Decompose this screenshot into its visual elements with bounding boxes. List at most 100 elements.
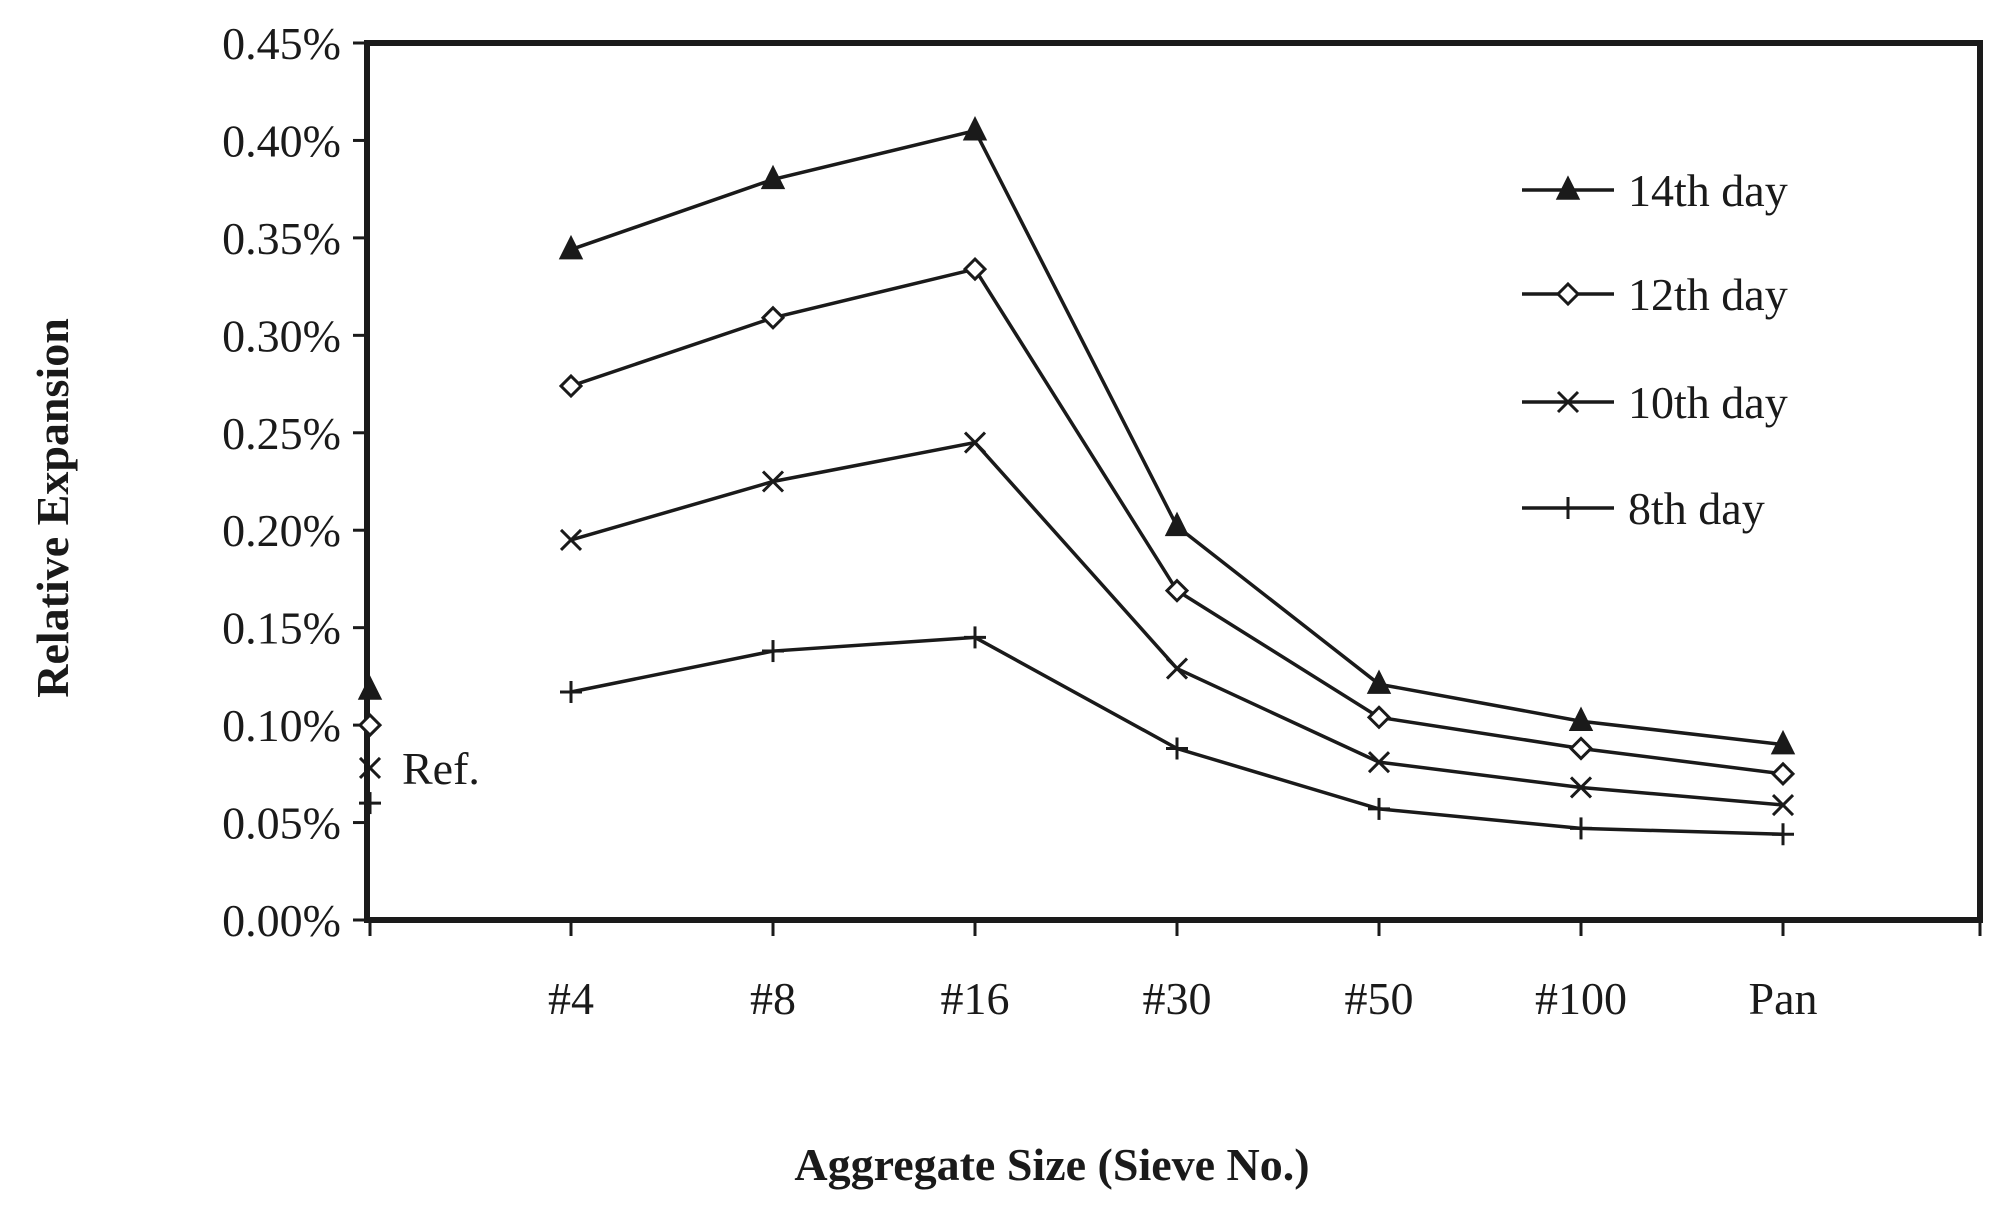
series-layer bbox=[558, 116, 1796, 846]
x-tick-label: #50 bbox=[1345, 973, 1414, 1024]
x-tick-label: #100 bbox=[1535, 973, 1627, 1024]
reference-layer: Ref. bbox=[357, 675, 480, 815]
legend-item: 8th day bbox=[1522, 483, 1765, 534]
y-tick-label: 0.45% bbox=[222, 18, 341, 69]
data-point bbox=[560, 680, 582, 703]
y-axis: 0.00% 0.05% 0.10% 0.15% 0.20% 0.25% 0.30% 0.35%… bbox=[222, 18, 367, 946]
triangle-marker bbox=[1568, 706, 1594, 731]
x-marker-stroke bbox=[963, 431, 987, 454]
diamond-marker bbox=[558, 373, 584, 399]
y-tick-label: 0.35% bbox=[222, 213, 341, 264]
data-point bbox=[1164, 578, 1190, 603]
series-8th-day bbox=[560, 626, 1794, 846]
x-marker-stroke bbox=[559, 528, 583, 552]
triangle-marker bbox=[1770, 729, 1796, 755]
y-tick-label: 0.00% bbox=[222, 895, 341, 946]
reference-label: Ref. bbox=[402, 743, 480, 794]
legend-label: 8th day bbox=[1628, 483, 1765, 534]
legend-label: 10th day bbox=[1628, 377, 1788, 428]
data-point bbox=[1366, 669, 1392, 694]
reference-point bbox=[357, 675, 383, 700]
data-point bbox=[1366, 705, 1392, 730]
x-marker-stroke bbox=[1771, 793, 1795, 817]
data-point bbox=[762, 640, 784, 663]
legend-item: 10th day bbox=[1522, 377, 1788, 428]
y-tick-label: 0.15% bbox=[222, 603, 341, 654]
x-axis-title: Aggregate Size (Sieve No.) bbox=[794, 1139, 1309, 1190]
legend-item: 14th day bbox=[1522, 165, 1788, 216]
data-point bbox=[559, 528, 583, 552]
x-tick-label: #8 bbox=[750, 973, 796, 1024]
y-tick-label: 0.10% bbox=[222, 700, 341, 751]
legend-marker bbox=[1556, 390, 1580, 414]
legend: 14th day 12th day 10th day 8th day bbox=[1522, 165, 1788, 534]
data-point bbox=[558, 373, 584, 399]
legend-label: 12th day bbox=[1628, 269, 1788, 320]
y-tick-label: 0.30% bbox=[222, 310, 341, 361]
data-point bbox=[1568, 706, 1594, 731]
triangle-marker bbox=[1164, 511, 1190, 537]
triangle-marker bbox=[1366, 669, 1392, 694]
data-point bbox=[1569, 776, 1593, 799]
data-point bbox=[1771, 793, 1795, 817]
plot-area bbox=[364, 40, 1983, 923]
series-12th-day bbox=[558, 256, 1796, 786]
data-point bbox=[1568, 736, 1594, 761]
x-marker-stroke bbox=[1367, 751, 1391, 774]
triangle-marker bbox=[760, 164, 786, 190]
data-point bbox=[1165, 657, 1189, 680]
data-point bbox=[962, 116, 988, 141]
diamond-marker bbox=[1366, 705, 1392, 730]
data-point bbox=[1166, 737, 1188, 760]
x-tick-label: #4 bbox=[548, 973, 594, 1024]
data-point bbox=[760, 305, 786, 330]
x-axis: #4 #8 #16 #30 #50 #100 Pan bbox=[368, 920, 1982, 1024]
triangle-marker bbox=[1555, 175, 1581, 200]
triangle-marker bbox=[558, 234, 584, 260]
x-tick-label: #30 bbox=[1143, 973, 1212, 1024]
x-marker-stroke bbox=[1165, 657, 1189, 680]
x-marker-stroke bbox=[1556, 390, 1580, 414]
x-marker-stroke bbox=[358, 756, 382, 780]
x-marker-stroke bbox=[761, 470, 785, 493]
legend-item: 12th day bbox=[1522, 269, 1788, 320]
diamond-marker bbox=[1568, 736, 1594, 761]
data-point bbox=[1770, 761, 1796, 786]
y-tick-label: 0.40% bbox=[222, 115, 341, 166]
legend-marker bbox=[1557, 497, 1579, 519]
data-point bbox=[1368, 797, 1390, 820]
y-tick-label: 0.05% bbox=[222, 798, 341, 849]
y-tick-label: 0.25% bbox=[222, 408, 341, 459]
diamond-marker bbox=[962, 256, 988, 282]
data-point bbox=[1770, 729, 1796, 755]
reference-point bbox=[358, 756, 382, 780]
data-point bbox=[1367, 751, 1391, 774]
series-10th-day bbox=[559, 431, 1795, 817]
reference-point bbox=[359, 792, 381, 815]
data-point bbox=[962, 256, 988, 282]
y-tick-label: 0.20% bbox=[222, 505, 341, 556]
diamond-marker bbox=[1770, 761, 1796, 786]
y-axis-title: Relative Expansion bbox=[27, 318, 78, 698]
reference-point bbox=[357, 712, 383, 738]
data-point bbox=[1164, 511, 1190, 537]
diamond-marker bbox=[760, 305, 786, 330]
legend-marker bbox=[1555, 281, 1581, 307]
x-tick-label: #16 bbox=[941, 973, 1010, 1024]
legend-marker bbox=[1555, 175, 1581, 200]
diamond-marker bbox=[1164, 578, 1190, 603]
series-14th-day bbox=[558, 116, 1796, 755]
data-point bbox=[1570, 817, 1592, 840]
triangle-marker bbox=[357, 675, 383, 700]
series-line bbox=[570, 128, 1784, 747]
data-point bbox=[964, 626, 986, 649]
legend-label: 14th day bbox=[1628, 165, 1788, 216]
data-point bbox=[761, 470, 785, 493]
data-point bbox=[558, 234, 584, 260]
x-tick-label: Pan bbox=[1749, 973, 1818, 1024]
data-point bbox=[963, 431, 987, 454]
diamond-marker bbox=[1555, 281, 1581, 307]
diamond-marker bbox=[357, 712, 383, 738]
data-point bbox=[760, 164, 786, 190]
